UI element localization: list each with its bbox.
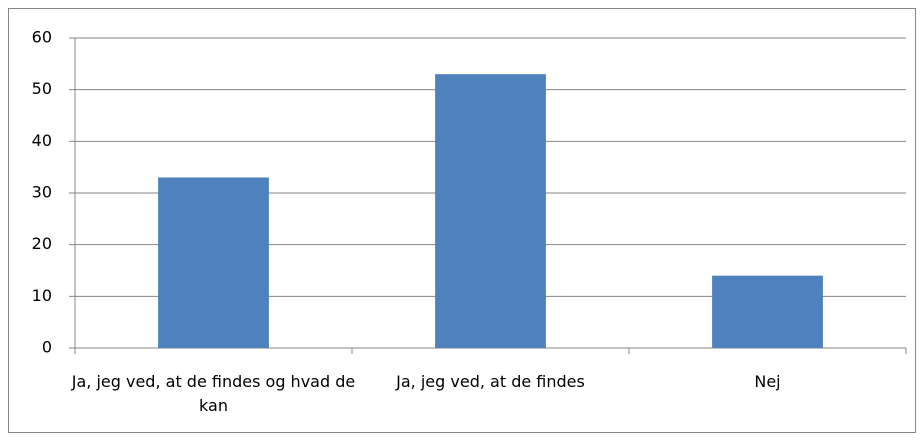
x-tick-label: Nej	[754, 372, 781, 391]
y-tick-label: 50	[32, 79, 52, 98]
bar	[435, 74, 546, 349]
y-tick-label: 30	[32, 183, 52, 202]
y-tick-label: 0	[42, 338, 52, 357]
bar	[158, 177, 269, 348]
y-tick-label: 60	[32, 28, 52, 47]
y-tick-label: 10	[32, 286, 52, 305]
x-tick-label: Ja, jeg ved, at de findes	[396, 372, 585, 391]
x-tick-label: Ja, jeg ved, at de findes og hvad de kan	[71, 372, 356, 415]
bar	[712, 275, 823, 348]
y-tick-label: 40	[32, 131, 52, 150]
y-tick-label: 20	[32, 234, 52, 253]
